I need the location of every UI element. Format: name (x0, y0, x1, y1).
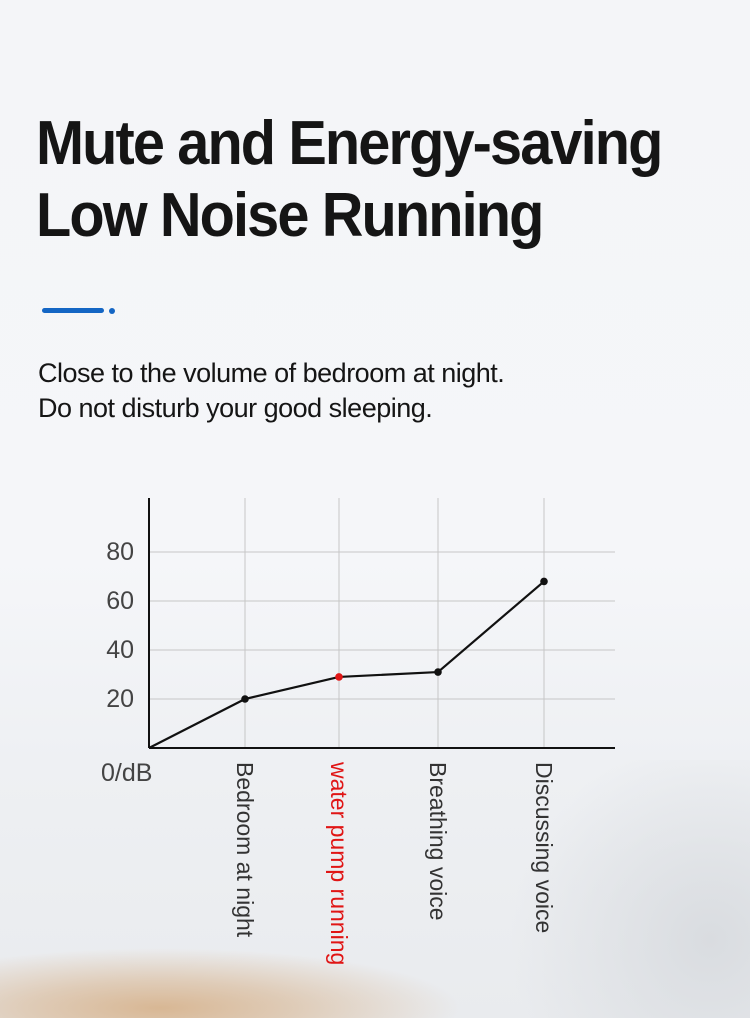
data-point-1 (241, 695, 249, 703)
accent-divider (42, 308, 104, 313)
subtitle: Close to the volume of bedroom at night.… (38, 356, 505, 426)
title-line-2: Low Noise Running (36, 181, 544, 250)
background-warm-glow (0, 928, 520, 1018)
x-tick-label-3: Breathing voice (425, 762, 451, 921)
y-tick-label-20: 20 (106, 685, 134, 713)
x-tick-label-4: Discussing voice (531, 762, 557, 933)
background-shade (490, 760, 750, 1018)
data-point-2 (335, 673, 343, 681)
x-tick-label-1: Bedroom at night (232, 762, 258, 938)
accent-dot (109, 308, 115, 314)
y-tick-label-60: 60 (106, 587, 134, 615)
data-point-4 (540, 577, 548, 586)
y-tick-label-40: 40 (106, 636, 134, 664)
subtitle-line-1: Close to the volume of bedroom at night. (38, 358, 505, 388)
series-line (148, 580, 545, 749)
subtitle-line-2: Do not disturb your good sleeping. (38, 393, 433, 423)
title-line-1: Mute and Energy-saving (36, 109, 663, 178)
page-title: Mute and Energy-saving Low Noise Running (36, 108, 663, 252)
y-tick-label-80: 80 (106, 538, 134, 566)
data-point-3 (434, 668, 442, 676)
x-tick-label-2: water pump running (326, 761, 352, 965)
origin-label: 0/dB (101, 759, 152, 787)
